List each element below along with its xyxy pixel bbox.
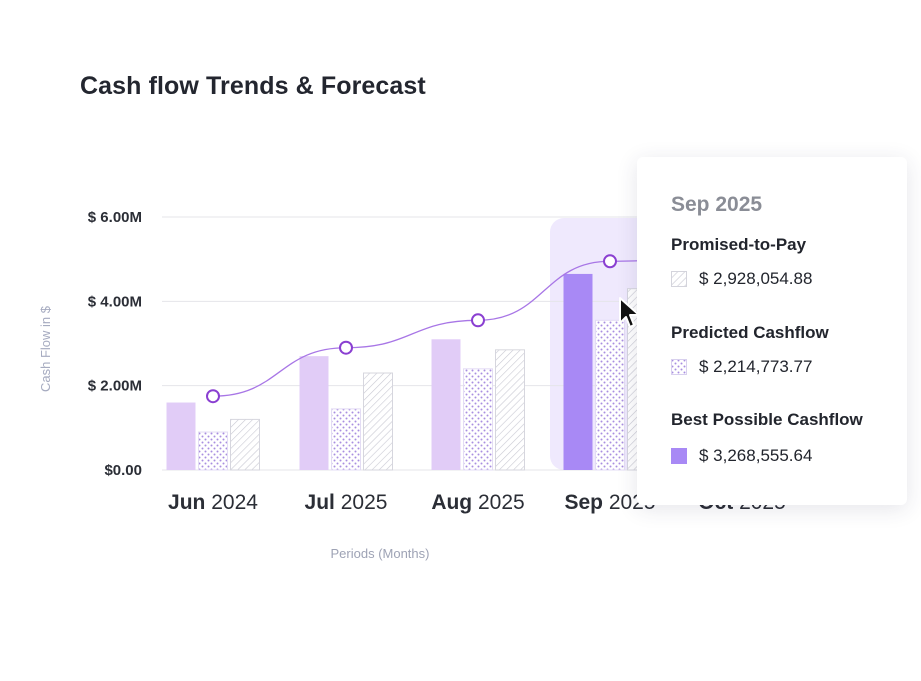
tooltip-row-promised: $ 2,928,054.88 bbox=[671, 269, 812, 289]
x-tick-label: Jul 2025 bbox=[305, 491, 388, 514]
tooltip-row-predicted: $ 2,214,773.77 bbox=[671, 357, 812, 377]
y-axis-label: Cash Flow in $ bbox=[38, 305, 53, 392]
x-axis-label: Periods (Months) bbox=[331, 546, 430, 561]
hatch-swatch bbox=[671, 271, 687, 287]
tooltip-card: Sep 2025 Promised-to-Pay $ 2,928,054.88 … bbox=[637, 157, 907, 505]
bar-hatch bbox=[363, 372, 393, 471]
bar-hatch bbox=[495, 349, 525, 471]
y-tick-label: $ 2.00M bbox=[88, 378, 142, 395]
tooltip-name-best: Best Possible Cashflow bbox=[671, 410, 863, 429]
solid-swatch bbox=[671, 448, 687, 464]
bar-solid bbox=[431, 339, 461, 470]
tooltip-name-promised: Promised-to-Pay bbox=[671, 235, 807, 254]
bar-dots bbox=[463, 368, 493, 471]
tooltip-value-predicted: $ 2,214,773.77 bbox=[699, 357, 813, 376]
tooltip-value-best: $ 3,268,555.64 bbox=[699, 446, 813, 465]
mouse-pointer-icon bbox=[619, 297, 640, 328]
x-tick-label: Aug 2025 bbox=[431, 491, 524, 514]
tooltip-period: Sep 2025 bbox=[671, 193, 763, 216]
x-tick-label: Jun 2024 bbox=[168, 491, 258, 514]
trend-point bbox=[603, 254, 617, 269]
bar-dots bbox=[198, 431, 228, 471]
bar-solid bbox=[166, 402, 196, 470]
y-tick-label: $ 4.00M bbox=[88, 293, 142, 310]
y-tick-label: $ 6.00M bbox=[88, 209, 142, 226]
y-tick-label: $0.00 bbox=[104, 462, 142, 479]
tooltip-value-promised: $ 2,928,054.88 bbox=[699, 269, 813, 288]
bar-dots bbox=[331, 408, 361, 471]
trend-point bbox=[471, 313, 485, 328]
bar-solid bbox=[299, 356, 329, 470]
tooltip-name-predicted: Predicted Cashflow bbox=[671, 323, 829, 342]
bar-dots bbox=[595, 319, 625, 471]
trend-point bbox=[206, 389, 220, 404]
tooltip-row-best: $ 3,268,555.64 bbox=[671, 446, 812, 466]
bar-hatch bbox=[230, 418, 260, 471]
chart-title: Cash flow Trends & Forecast bbox=[80, 72, 426, 100]
dots-swatch bbox=[671, 359, 687, 375]
bar-solid bbox=[563, 273, 593, 470]
trend-point bbox=[339, 340, 353, 355]
